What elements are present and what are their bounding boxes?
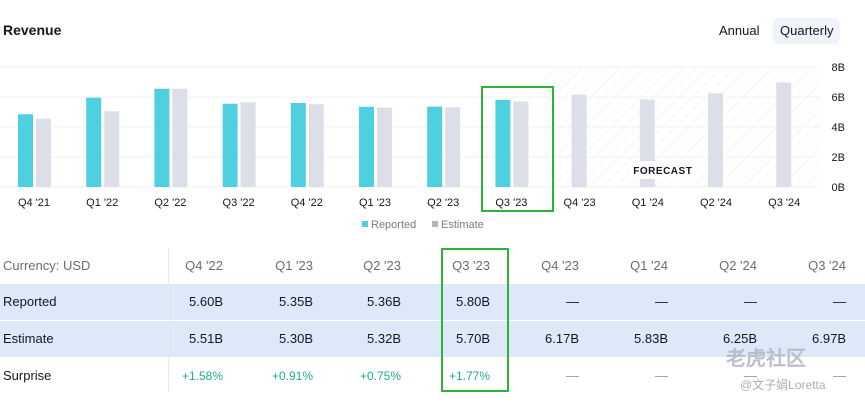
table-cell: 6.17B: [545, 331, 579, 346]
table-cell: +1.77%: [448, 369, 490, 383]
row-label-surprise: Surprise: [3, 368, 52, 383]
table-row: Estimate 5.51B 5.30B 5.32B 5.70B 6.17B 5…: [0, 321, 865, 357]
bar-estimate: [776, 82, 792, 187]
watermark-user: @文子娟Loretta: [740, 378, 826, 392]
table-cell: —: [744, 294, 757, 309]
bar-estimate: [708, 93, 723, 187]
bar-estimate: [240, 102, 256, 187]
table-cell: 6.25B: [723, 331, 757, 346]
bar-estimate: [377, 107, 392, 187]
bar-estimate: [571, 94, 587, 187]
x-tick-label: Q4 '21: [18, 197, 50, 209]
table-row: Reported 5.60B 5.35B 5.36B 5.80B — — — —: [0, 284, 865, 320]
x-tick-label: Q3 '23: [495, 197, 527, 209]
y-tick-label: 0B: [832, 182, 845, 194]
column-divider: [168, 248, 169, 392]
column-header: Q3 '24: [808, 258, 846, 273]
bar-reported: [290, 103, 306, 187]
x-tick-label: Q3 '22: [223, 197, 255, 209]
table-cell: 5.35B: [279, 294, 313, 309]
bar-estimate: [104, 111, 120, 187]
table-cell: —: [655, 294, 668, 309]
table-cell: —: [833, 294, 846, 309]
legend-label-estimate: Estimate: [441, 219, 484, 231]
column-header: Q4 '23: [541, 258, 579, 273]
x-tick-label: Q4 '23: [564, 197, 596, 209]
bar-estimate: [36, 118, 51, 187]
page-title: Revenue: [3, 22, 62, 38]
x-tick-label: Q4 '22: [291, 197, 323, 209]
column-header: Q1 '23: [275, 258, 313, 273]
table-cell: —: [655, 368, 668, 383]
table-cell: +0.75%: [359, 369, 401, 383]
table-cell: 5.36B: [367, 294, 401, 309]
currency-label: Currency: USD: [3, 258, 91, 273]
x-tick-label: Q2 '23: [427, 197, 459, 209]
y-tick-label: 2B: [832, 152, 845, 164]
table-cell: +0.91%: [271, 369, 313, 383]
x-tick-label: Q1 '24: [632, 197, 664, 209]
bar-estimate: [172, 88, 188, 187]
watermark-logo: 老虎社区: [726, 348, 806, 370]
forecast-label: FORECAST: [633, 166, 692, 177]
quarterly-toggle-button[interactable]: Quarterly: [773, 18, 841, 44]
column-header: Q1 '24: [630, 258, 668, 273]
table-cell: 5.70B: [456, 331, 490, 346]
forecast-badge: [629, 161, 696, 179]
y-tick-label: 4B: [832, 122, 845, 134]
column-header: Q2 '24: [719, 258, 757, 273]
table-cell: 5.51B: [189, 331, 223, 346]
bar-estimate: [308, 104, 324, 187]
table-cell: 5.30B: [279, 331, 313, 346]
table-row: Surprise +1.58% +0.91% +0.75% +1.77% — —…: [0, 358, 865, 394]
legend-label-reported: Reported: [371, 219, 416, 231]
bar-estimate: [513, 101, 529, 187]
x-tick-label: Q1 '22: [86, 197, 118, 209]
table-cell: 5.60B: [189, 294, 223, 309]
table-cell: 6.97B: [812, 331, 846, 346]
row-label-estimate: Estimate: [3, 331, 54, 346]
table-cell: —: [566, 294, 579, 309]
bar-estimate: [445, 107, 461, 187]
column-header: Q2 '23: [363, 258, 401, 273]
table-cell: 5.80B: [456, 294, 490, 309]
legend-swatch-estimate: [432, 221, 438, 227]
table-cell: 5.83B: [634, 331, 668, 346]
x-tick-label: Q2 '22: [154, 197, 186, 209]
table-cell: —: [744, 368, 757, 383]
x-tick-label: Q2 '24: [700, 197, 732, 209]
y-tick-label: 6B: [832, 92, 845, 104]
table-header-row: Currency: USD Q4 '22 Q1 '23 Q2 '23 Q3 '2…: [0, 248, 865, 284]
x-tick-label: Q3 '24: [768, 197, 800, 209]
table-cell: +1.58%: [181, 369, 223, 383]
annual-toggle-button[interactable]: Annual: [719, 23, 760, 38]
y-tick-label: 8B: [832, 62, 845, 74]
column-header: Q4 '22: [185, 258, 223, 273]
bar-reported: [427, 106, 443, 187]
table-cell: —: [833, 368, 846, 383]
column-header: Q3 '23: [452, 258, 490, 273]
table-cell: —: [566, 368, 579, 383]
revenue-bar-chart: 0B 2B 4B 6B 8B Q4 '21 Q1 '22 Q2 '22 Q3 '22 Q4 '22…: [0, 62, 845, 231]
bar-reported: [222, 103, 238, 187]
bar-reported: [18, 114, 33, 187]
table-cell: 5.32B: [367, 331, 401, 346]
row-label-reported: Reported: [3, 294, 57, 309]
bar-reported: [495, 100, 511, 187]
legend-swatch-reported: [362, 221, 368, 227]
x-tick-label: Q1 '23: [359, 197, 391, 209]
bar-reported: [359, 106, 374, 187]
bar-reported: [86, 97, 102, 187]
bar-reported: [154, 88, 170, 187]
